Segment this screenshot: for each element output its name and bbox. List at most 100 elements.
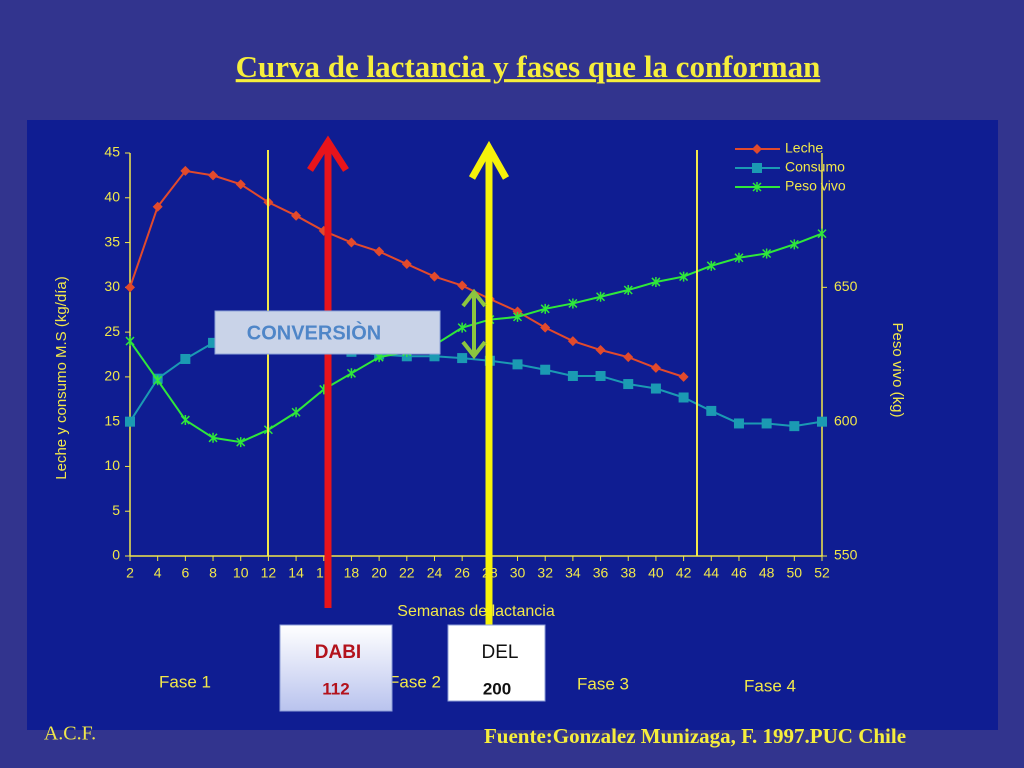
arrow-head [307, 135, 349, 172]
legend-marker [752, 182, 762, 192]
x-tick-label: 46 [731, 565, 747, 581]
y-tick-label: 15 [104, 412, 120, 428]
marker [706, 260, 716, 271]
y-tick-label: 35 [104, 233, 120, 249]
phase-label: Fase 1 [159, 672, 211, 691]
marker [540, 322, 551, 333]
marker [761, 418, 772, 429]
marker [678, 371, 689, 382]
marker [651, 276, 661, 287]
source: Fuente:Gonzalez Munizaga, F. 1997.PUC Ch… [484, 724, 906, 748]
marker [457, 280, 468, 291]
x-tick-label: 36 [593, 565, 609, 581]
x-tick-label: 44 [703, 565, 719, 581]
x-tick-label: 38 [620, 565, 636, 581]
legend-marker [752, 144, 762, 154]
x-tick-label: 8 [209, 565, 217, 581]
marker [125, 336, 135, 347]
legend-label: Leche [785, 140, 823, 156]
x-tick-label: 24 [427, 565, 443, 581]
annotation-box [214, 310, 441, 355]
x-tick-label: 6 [181, 565, 189, 581]
y2-axis-label: Peso vivo (kg) [889, 322, 906, 417]
marker [540, 303, 550, 314]
y-tick-label: 5 [112, 502, 120, 518]
y-tick-label: 0 [112, 547, 120, 563]
x-tick-label: 14 [288, 565, 304, 581]
marker [540, 364, 551, 375]
marker [208, 337, 219, 348]
annotation: 200 [483, 679, 511, 698]
marker [125, 282, 135, 293]
y2-tick-label: 550 [834, 547, 858, 563]
y-tick-label: 45 [104, 144, 120, 160]
x-tick-label: 12 [261, 565, 277, 581]
marker [512, 311, 523, 322]
x-tick-label: 34 [565, 565, 581, 581]
marker [180, 353, 191, 364]
marker [595, 345, 606, 356]
legend-label: Consumo [785, 159, 845, 175]
marker [679, 271, 689, 282]
annotation-box [279, 624, 393, 712]
marker [623, 285, 633, 296]
marker [817, 228, 827, 239]
phase-label: Fase 2 [389, 672, 441, 691]
marker [208, 432, 218, 443]
annotation-box [447, 624, 546, 702]
marker [678, 392, 689, 403]
marker [235, 179, 246, 190]
marker [789, 239, 799, 250]
marker [650, 362, 661, 373]
x-tick-label: 10 [233, 565, 249, 581]
marker [457, 322, 467, 333]
y-tick-label: 25 [104, 323, 120, 339]
marker [623, 379, 634, 390]
x-tick-label: 18 [344, 565, 360, 581]
annotation: DEL [482, 642, 519, 663]
legend-label: Peso vivo [785, 178, 846, 194]
marker [567, 336, 578, 347]
marker [180, 415, 190, 426]
marker [401, 259, 412, 270]
x-tick-label: 20 [371, 565, 387, 581]
x-tick-label: 2 [126, 565, 134, 581]
annotation: DABI [315, 642, 361, 663]
marker [733, 418, 744, 429]
y-tick-label: 10 [104, 457, 120, 473]
phase-label: Fase 4 [744, 676, 796, 695]
annotation: CONVERSIÒN [247, 320, 381, 344]
marker [789, 421, 800, 432]
marker [153, 375, 163, 386]
y2-tick-label: 650 [834, 278, 858, 294]
marker [595, 370, 606, 381]
marker [650, 383, 661, 394]
x-tick-label: 52 [814, 565, 830, 581]
x-tick-label: 22 [399, 565, 415, 581]
phase-label: Fase 3 [577, 674, 629, 693]
marker [180, 165, 191, 176]
marker [125, 416, 135, 427]
author: A.C.F. [44, 723, 96, 745]
x-tick-label: 4 [154, 565, 162, 581]
x-tick-label: 42 [676, 565, 692, 581]
marker [623, 352, 634, 363]
marker [291, 210, 302, 221]
marker [236, 437, 246, 448]
y-tick-label: 20 [104, 368, 120, 384]
x-tick-label: 48 [759, 565, 775, 581]
marker [762, 248, 772, 259]
arrow-head [461, 340, 487, 360]
marker [429, 271, 440, 282]
marker [568, 298, 578, 309]
marker [512, 359, 523, 370]
marker [208, 170, 219, 181]
marker [706, 405, 717, 416]
arrow-head [468, 140, 510, 180]
marker [346, 368, 356, 379]
marker [291, 407, 301, 418]
y-axis-label: Leche y consumo M.S (kg/día) [53, 276, 70, 479]
x-tick-label: 50 [787, 565, 803, 581]
x-tick-label: 26 [454, 565, 470, 581]
